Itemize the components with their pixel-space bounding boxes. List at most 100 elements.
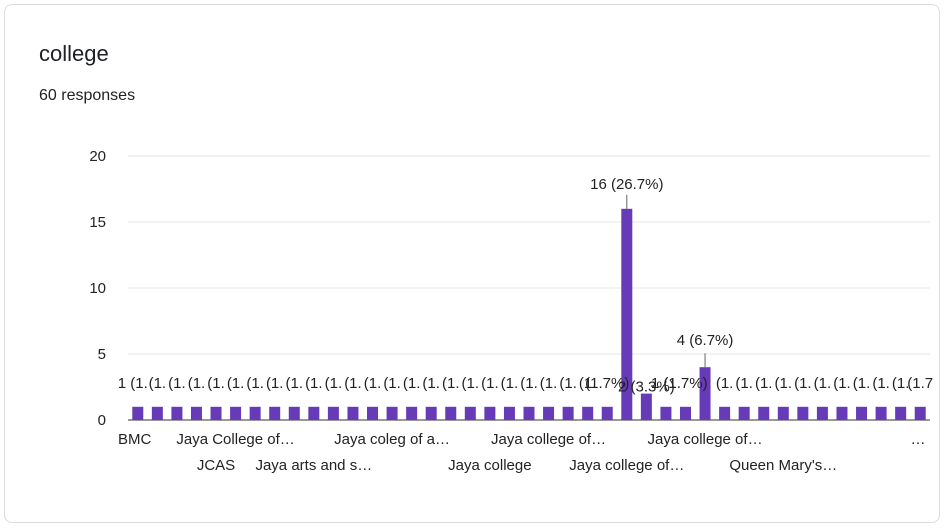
bar	[249, 406, 261, 420]
bar	[171, 406, 183, 420]
data-label: 2 (3.3%)	[618, 379, 675, 396]
bar	[190, 406, 202, 420]
data-label: (1.	[344, 375, 362, 392]
data-label: (1.	[168, 375, 186, 392]
x-category-label: Jaya coleg of a…	[334, 431, 450, 448]
data-label: (1.	[246, 375, 264, 392]
x-category-label: BMC	[118, 431, 152, 448]
bar	[132, 406, 144, 420]
y-tick-label: 15	[89, 214, 106, 231]
data-label: (1.	[520, 375, 538, 392]
data-label: (1.	[775, 375, 793, 392]
data-label: (1.	[442, 375, 460, 392]
bar	[367, 406, 379, 420]
bar	[582, 406, 594, 420]
bar	[484, 406, 496, 420]
y-tick-label: 10	[89, 280, 106, 297]
bar	[503, 406, 515, 420]
data-label: (1.	[892, 375, 910, 392]
x-category-label: Jaya college	[448, 457, 531, 474]
bar	[699, 367, 711, 420]
chart-card: college 60 responses	[4, 4, 940, 523]
data-label: (1.	[853, 375, 871, 392]
x-category-label: Jaya college of…	[491, 431, 606, 448]
bar	[327, 406, 339, 420]
bar	[777, 406, 789, 420]
y-tick-label: 5	[98, 346, 106, 363]
bar	[425, 406, 437, 420]
data-label: (1.	[501, 375, 519, 392]
bar	[543, 406, 555, 420]
data-label: (1.	[149, 375, 167, 392]
bar	[347, 406, 359, 420]
data-label: (1.	[755, 375, 773, 392]
bar	[523, 406, 535, 420]
bar	[895, 406, 907, 420]
bar	[406, 406, 418, 420]
data-label: 4 (6.7%)	[677, 332, 734, 349]
data-label: (1.	[227, 375, 245, 392]
x-category-label: Jaya College of…	[176, 431, 294, 448]
bar	[601, 406, 613, 420]
bar	[464, 406, 476, 420]
data-label: 1 (1.	[118, 375, 148, 392]
bar	[836, 406, 848, 420]
y-tick-label: 0	[98, 412, 106, 429]
data-label: (1.	[364, 375, 382, 392]
data-label: 16 (26.7%)	[590, 176, 663, 193]
x-category-label: Queen Mary's…	[729, 457, 837, 474]
data-label: (1.	[481, 375, 499, 392]
data-label: (1.	[540, 375, 558, 392]
data-label: (1.	[735, 375, 753, 392]
data-label: 1 (1.	[651, 375, 681, 392]
data-label: (1.	[794, 375, 812, 392]
response-count: 60 responses	[39, 87, 136, 104]
bar	[679, 406, 691, 420]
bar	[875, 406, 887, 420]
data-label: (1.	[833, 375, 851, 392]
bar	[386, 406, 398, 420]
data-label: (1.	[462, 375, 480, 392]
bar	[640, 393, 652, 420]
bar	[914, 406, 926, 420]
bar	[660, 406, 672, 420]
bar	[308, 406, 320, 420]
bar	[816, 406, 828, 420]
bar	[230, 406, 242, 420]
data-label: (1.7	[907, 375, 933, 392]
data-label: (1.	[559, 375, 577, 392]
data-label: (1.	[305, 375, 323, 392]
bar	[738, 406, 750, 420]
x-category-label: Jaya college of…	[648, 431, 763, 448]
data-label: (1.	[422, 375, 440, 392]
bar	[288, 406, 300, 420]
x-category-label: …	[911, 431, 926, 448]
bar	[719, 406, 731, 420]
data-label: (1.	[403, 375, 421, 392]
data-label: (1.	[872, 375, 890, 392]
data-label: (1.	[207, 375, 225, 392]
data-label: (1.	[286, 375, 304, 392]
data-label: (1.7%)	[585, 375, 629, 392]
bar	[210, 406, 222, 420]
y-tick-label: 20	[89, 148, 106, 165]
data-label: (1.	[383, 375, 401, 392]
bar	[445, 406, 457, 420]
card-title: college	[39, 41, 109, 66]
data-label: (1.	[325, 375, 343, 392]
x-category-label: Jaya college of…	[569, 457, 684, 474]
data-label: (1.7%)	[663, 375, 707, 392]
data-label: (1.	[579, 375, 597, 392]
bar	[621, 208, 633, 420]
bar	[562, 406, 574, 420]
bar	[758, 406, 770, 420]
bar	[151, 406, 163, 420]
bar	[797, 406, 809, 420]
bar	[269, 406, 281, 420]
data-label: (1.	[716, 375, 734, 392]
bar	[856, 406, 868, 420]
data-label: (1.	[266, 375, 284, 392]
x-category-label: Jaya arts and s…	[255, 457, 372, 474]
data-label: (1.	[188, 375, 206, 392]
